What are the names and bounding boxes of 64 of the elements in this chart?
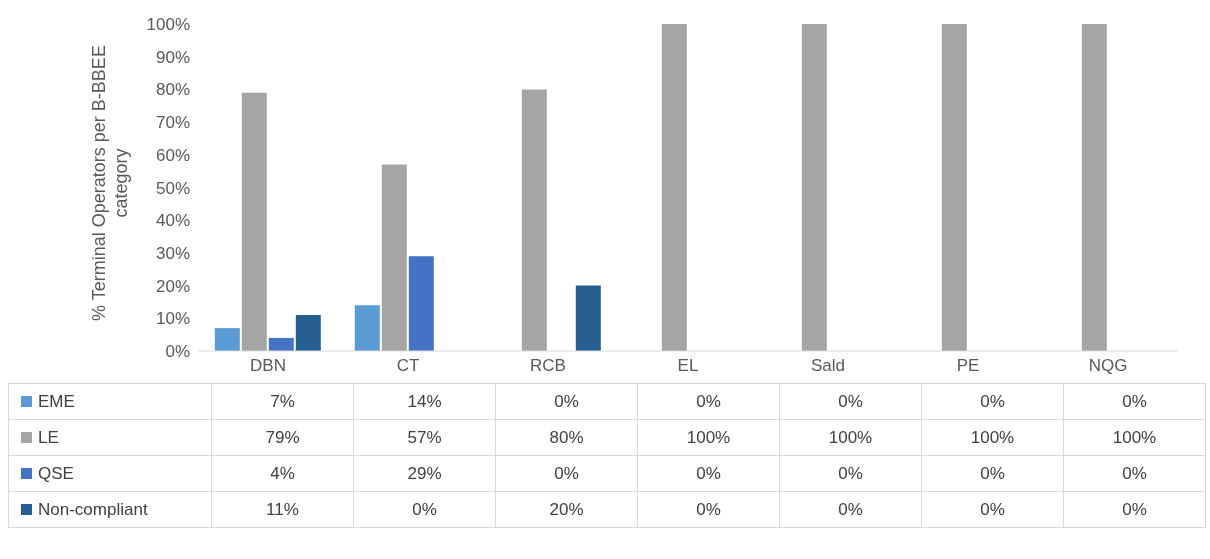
data-label: 0% — [1063, 383, 1206, 420]
legend-label: LE — [38, 427, 59, 447]
data-label: 0% — [637, 383, 780, 420]
data-label: 80% — [495, 419, 638, 456]
bar — [408, 256, 434, 351]
y-tick-label: 10% — [155, 309, 190, 329]
data-label: 100% — [1063, 419, 1206, 456]
data-label: 0% — [637, 491, 780, 528]
data-label: 0% — [353, 491, 496, 528]
bar — [381, 164, 407, 351]
y-tick-label: 60% — [155, 145, 190, 165]
y-tick-label: 0% — [165, 342, 190, 362]
y-tick-label: 90% — [155, 47, 190, 67]
data-label: 29% — [353, 455, 496, 492]
bar — [1081, 24, 1107, 351]
bar — [295, 315, 321, 351]
bar — [521, 89, 547, 351]
data-label: 0% — [921, 383, 1064, 420]
y-tick-label: 100% — [146, 15, 190, 35]
y-axis-title: % Terminal Operators per B-BBEE category — [88, 44, 132, 323]
y-tick-label: 40% — [155, 211, 190, 231]
y-tick-label: 20% — [155, 276, 190, 296]
x-tick-label: DBN — [250, 356, 286, 376]
data-label: 0% — [637, 455, 780, 492]
bar — [941, 24, 967, 351]
data-label: 100% — [779, 419, 922, 456]
data-label: 0% — [1063, 491, 1206, 528]
bar — [214, 328, 240, 351]
data-label: 0% — [779, 383, 922, 420]
data-label: 14% — [353, 383, 496, 420]
bar — [241, 92, 267, 351]
legend-label: QSE — [38, 463, 74, 483]
data-label: 4% — [211, 455, 354, 492]
bar — [801, 24, 827, 351]
data-label: 79% — [211, 419, 354, 456]
bar — [575, 285, 601, 351]
x-tick-label: CT — [396, 356, 420, 376]
data-label: 0% — [779, 455, 922, 492]
y-tick-label: 30% — [155, 243, 190, 263]
bar — [354, 305, 380, 351]
x-tick-label: PE — [956, 356, 980, 376]
data-label: 7% — [211, 383, 354, 420]
data-label: 0% — [495, 383, 638, 420]
data-label: 100% — [921, 419, 1064, 456]
data-label: 100% — [637, 419, 780, 456]
data-label: 20% — [495, 491, 638, 528]
legend-label: EME — [38, 391, 75, 411]
x-tick-label: RCB — [530, 356, 566, 376]
data-label: 57% — [353, 419, 496, 456]
data-label: 0% — [779, 491, 922, 528]
data-label: 0% — [921, 455, 1064, 492]
bar — [268, 337, 294, 351]
x-tick-label: NQG — [1088, 356, 1128, 376]
data-label: 11% — [211, 491, 354, 528]
data-label: 0% — [921, 491, 1064, 528]
x-tick-label: Sald — [810, 356, 846, 376]
bar — [661, 24, 687, 351]
legend-label: Non-compliant — [38, 499, 148, 519]
y-tick-label: 80% — [155, 80, 190, 100]
data-label: 0% — [495, 455, 638, 492]
data-label: 0% — [1063, 455, 1206, 492]
y-tick-label: 50% — [155, 178, 190, 198]
y-tick-label: 70% — [155, 113, 190, 133]
x-tick-label: EL — [677, 356, 699, 376]
